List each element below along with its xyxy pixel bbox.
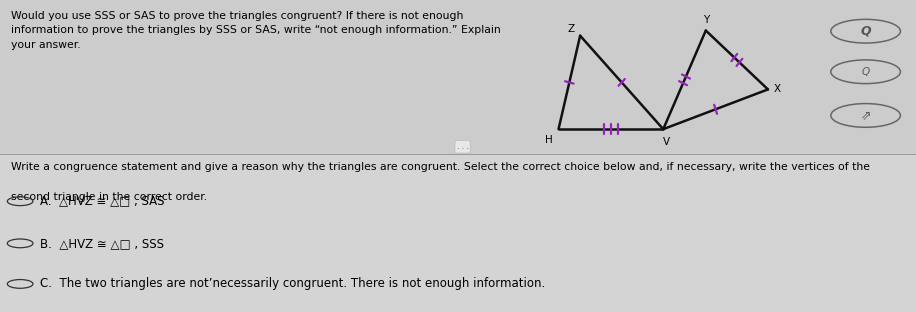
Text: Write a congruence statement and give a reason why the triangles are congruent. : Write a congruence statement and give a … (11, 162, 870, 172)
Bar (0, 154, 916, 312)
Text: B.  △HVZ ≅ △□ , SSS: B. △HVZ ≅ △□ , SSS (40, 237, 164, 250)
Text: C.  The two triangles are not’necessarily congruent. There is not enough informa: C. The two triangles are not’necessarily… (40, 277, 546, 290)
Text: ⇗: ⇗ (860, 109, 871, 122)
Text: Y: Y (703, 15, 709, 25)
Text: A.  △HVZ ≅ △□ , SAS: A. △HVZ ≅ △□ , SAS (40, 195, 165, 208)
Text: Would you use SSS or SAS to prove the triangles congruent? If there is not enoug: Would you use SSS or SAS to prove the tr… (11, 11, 501, 50)
Bar (0, 0, 916, 154)
Text: V: V (663, 137, 671, 147)
Text: X: X (773, 85, 780, 95)
Text: Q: Q (862, 67, 869, 77)
Text: Q: Q (860, 25, 871, 38)
Text: . . .: . . . (457, 142, 468, 151)
Text: second triangle in the correct order.: second triangle in the correct order. (11, 192, 207, 202)
Text: Z: Z (568, 24, 574, 34)
Text: H: H (545, 135, 553, 145)
